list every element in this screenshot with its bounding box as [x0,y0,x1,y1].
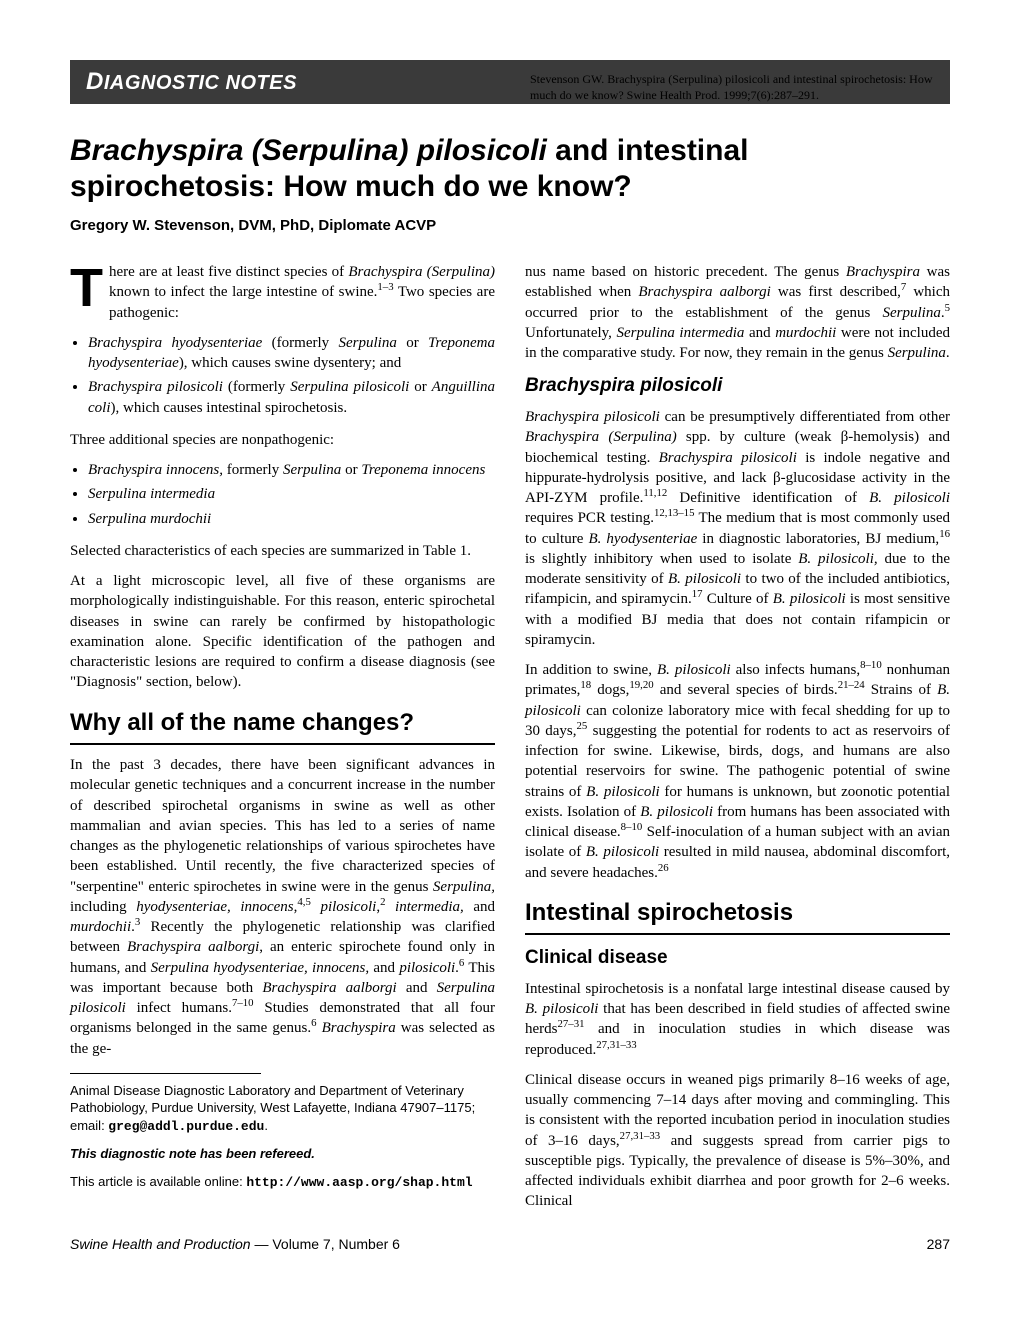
body-columns: There are at least five distinct species… [70,262,950,1211]
paragraph: Clinical disease occurs in weaned pigs p… [525,1070,950,1212]
list-item: Brachyspira innocens, formerly Serpulina… [88,460,495,480]
paragraph: Selected characteristics of each species… [70,541,495,561]
nonpathogenic-list: Brachyspira innocens, formerly Serpulina… [88,460,495,529]
intro-paragraph: There are at least five distinct species… [70,262,495,323]
paragraph: nus name based on historic precedent. Th… [525,262,950,363]
heading-name-changes: Why all of the name changes? [70,707,495,745]
pathogenic-list: Brachyspira hyodysenteriae (formerly Ser… [88,333,495,418]
page-footer: Swine Health and Production — Volume 7, … [70,1236,950,1252]
list-item: Serpulina intermedia [88,484,495,504]
page-number: 287 [927,1236,950,1252]
list-item: Brachyspira hyodysenteriae (formerly Ser… [88,333,495,374]
paragraph: In addition to swine, B. pilosicoli also… [525,660,950,883]
paragraph: Intestinal spirochetosis is a nonfatal l… [525,979,950,1060]
list-item: Brachyspira pilosicoli (formerly Serpuli… [88,377,495,418]
paragraph: Three additional species are nonpathogen… [70,430,495,450]
list-item: Serpulina murdochii [88,509,495,529]
heading-intestinal: Intestinal spirochetosis [525,897,950,935]
footnote-rule [70,1073,261,1074]
section-title: DIAGNOSTIC NOTES [86,68,297,96]
header-citation: Stevenson GW. Brachyspira (Serpulina) pi… [530,72,950,103]
heading-brachyspira: Brachyspira pilosicoli [525,373,950,399]
dropcap: T [70,262,109,312]
heading-clinical: Clinical disease [525,945,950,971]
journal-info: Swine Health and Production — Volume 7, … [70,1236,400,1252]
online-note: This article is available online: http:/… [70,1173,495,1192]
section-title-initial: D [86,68,104,95]
footnote-block: Animal Disease Diagnostic Laboratory and… [70,1073,495,1192]
paragraph: In the past 3 decades, there have been s… [70,755,495,1059]
affiliation-footnote: Animal Disease Diagnostic Laboratory and… [70,1082,495,1136]
article-title: Brachyspira (Serpulina) pilosicoli and i… [70,133,950,205]
refereed-note: This diagnostic note has been refereed. [70,1145,495,1163]
author-line: Gregory W. Stevenson, DVM, PhD, Diplomat… [70,217,950,234]
paragraph: At a light microscopic level, all five o… [70,571,495,693]
section-title-rest: IAGNOSTIC NOTES [104,72,297,94]
title-italic: Brachyspira (Serpulina) pilosicoli [70,134,547,167]
paragraph: Brachyspira pilosicoli can be presumptiv… [525,407,950,650]
